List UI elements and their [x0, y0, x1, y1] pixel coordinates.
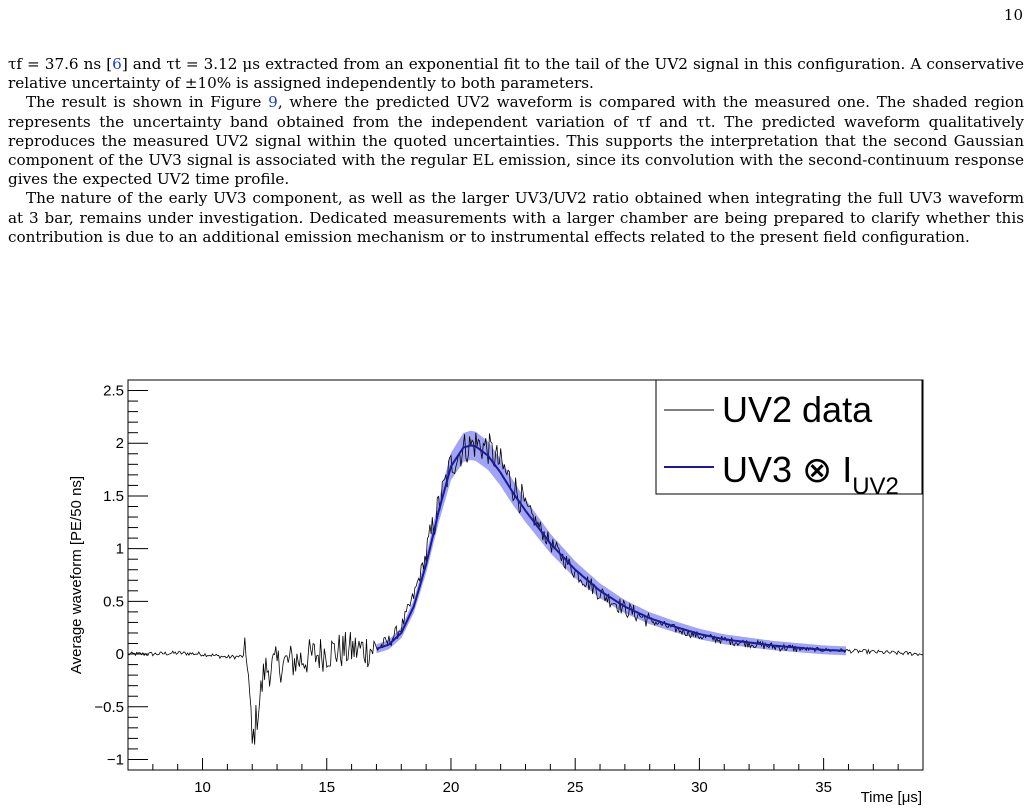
paragraph-3: The nature of the early UV3 component, a…: [8, 189, 1024, 247]
y-tick-label: 2: [116, 435, 124, 452]
waveform-figure: 10 15 20 25 30 35 −1 −0.5 0 0.5 1 1.5 2 2.5 Average w…: [68, 379, 924, 806]
legend-label-model-main: UV3 ⊗ I: [722, 449, 852, 490]
y-tick-label: 1: [116, 541, 124, 558]
paragraph-3-text: The nature of the early UV3 component, a…: [8, 189, 1024, 246]
x-tick-label: 20: [443, 779, 460, 796]
paragraph-1-text-b: ] and τt = 3.12 μs extracted from an exp…: [8, 55, 1024, 93]
paragraph-2: The result is shown in Figure 9, where t…: [8, 93, 1024, 189]
uv3-convolution-line: [376, 444, 847, 652]
x-tick-label: 10: [194, 779, 211, 796]
y-tick-label: 0.5: [103, 593, 124, 610]
citation-link[interactable]: 6: [112, 55, 122, 73]
y-tick-label: 1.5: [103, 488, 124, 505]
text-block: τf = 37.6 ns [6] and τt = 3.12 μs extrac…: [8, 55, 1024, 247]
y-tick-label: 0: [116, 646, 124, 663]
x-tick-label: 30: [691, 779, 708, 796]
figure-link[interactable]: 9: [268, 93, 278, 112]
y-axis-label: Average waveform [PE/50 ns]: [68, 476, 85, 674]
legend-label-data: UV2 data: [722, 389, 873, 430]
paragraph-1-text-a: τf = 37.6 ns [: [8, 55, 113, 73]
tick-labels: 10 15 20 25 30 35 −1 −0.5 0 0.5 1 1.5 2 2.5: [94, 383, 832, 796]
legend-label-model: UV3 ⊗ IUV2: [722, 449, 899, 500]
legend: UV2 data UV3 ⊗ IUV2: [655, 379, 923, 500]
x-tick-label: 15: [318, 779, 335, 796]
x-axis-label: Time [μs]: [861, 789, 922, 806]
legend-label-model-sub: UV2: [852, 473, 899, 500]
axis-ticks: [127, 379, 924, 771]
x-tick-label: 25: [567, 779, 584, 796]
y-tick-label: −1: [107, 751, 124, 768]
y-tick-label: 2.5: [103, 383, 124, 400]
uv2-data-line: [127, 432, 924, 745]
paragraph-2-text-a: The result is shown in Figure: [26, 93, 269, 112]
page-number: 10: [1003, 6, 1023, 24]
legend-box: [655, 379, 923, 495]
paragraph-1: τf = 37.6 ns [6] and τt = 3.12 μs extrac…: [8, 55, 1024, 93]
x-tick-label: 35: [815, 779, 832, 796]
y-tick-label: −0.5: [94, 699, 124, 716]
paragraph-2-text-b: , where the predicted UV2 waveform is co…: [8, 93, 1024, 189]
